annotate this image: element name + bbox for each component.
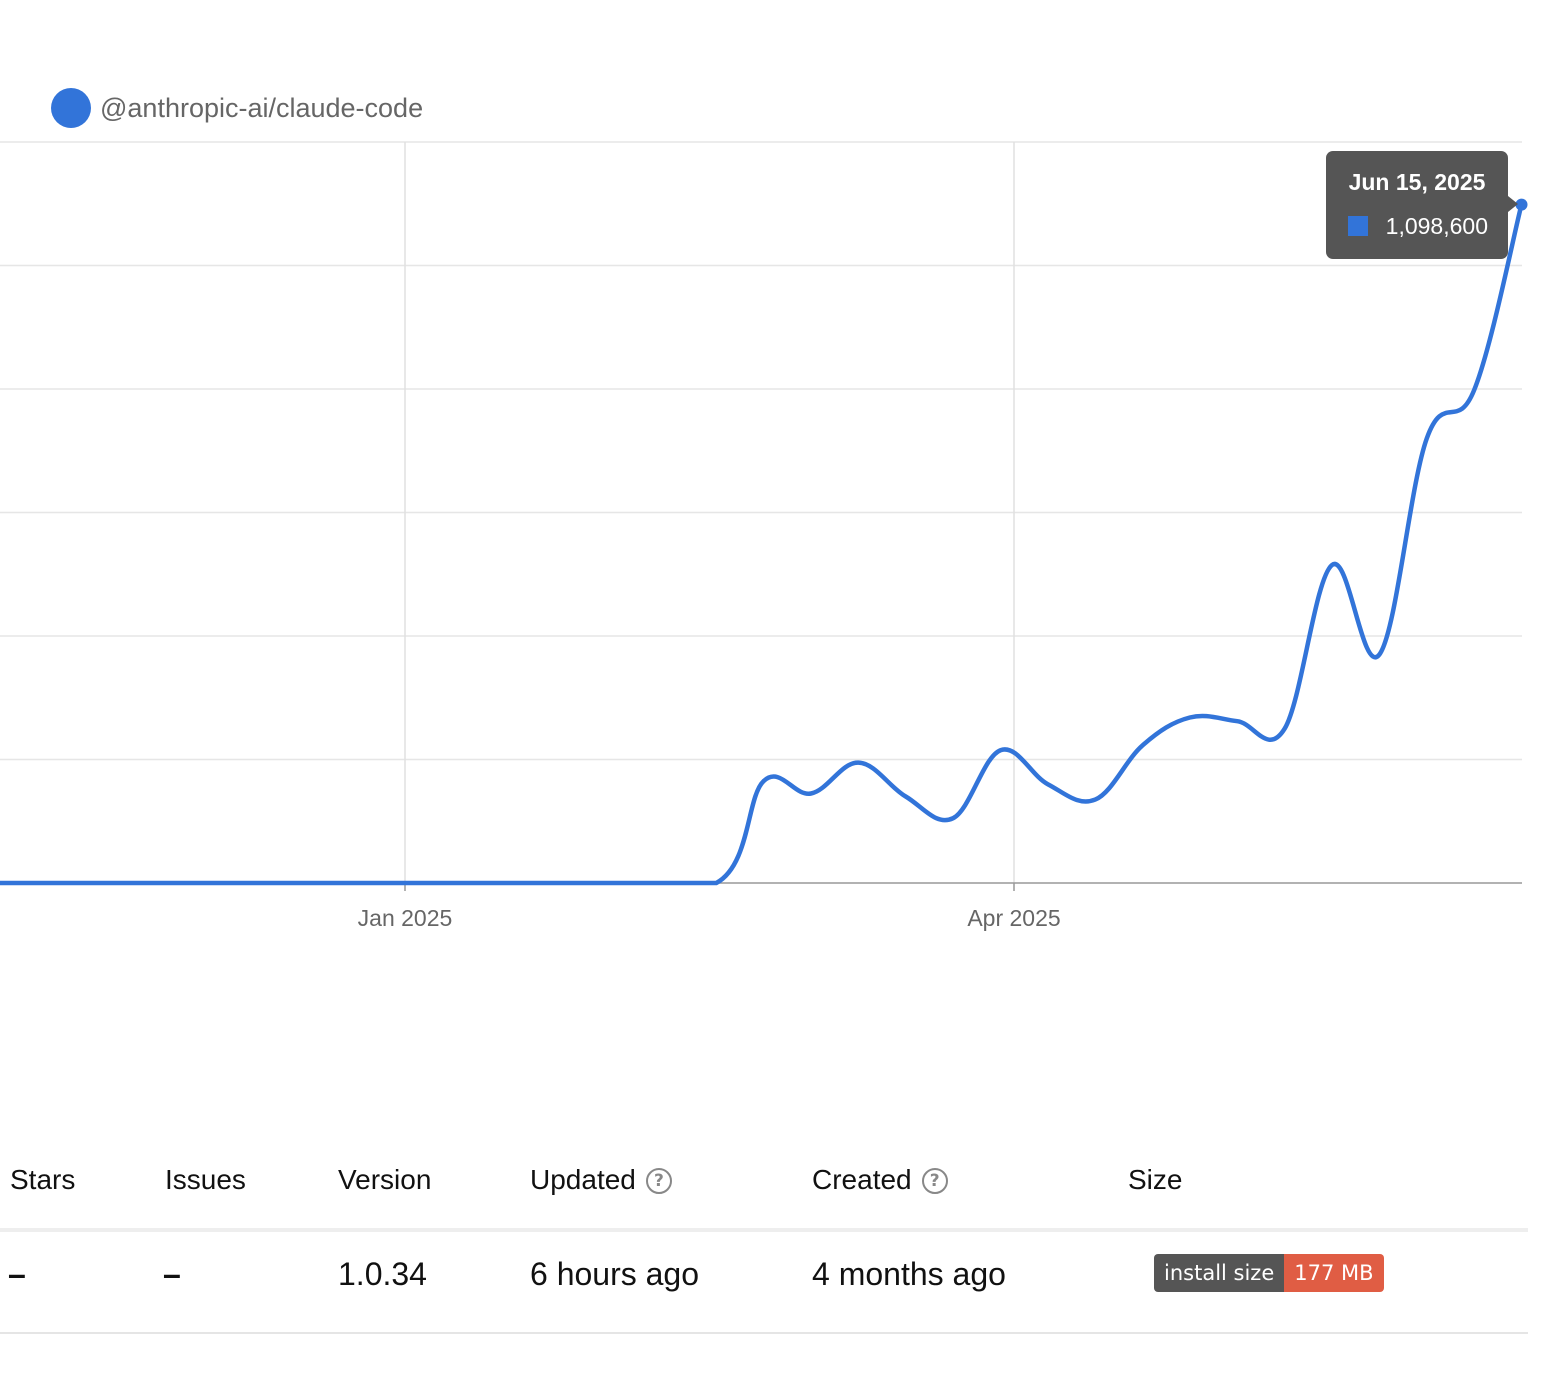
chart-grid — [0, 141, 1522, 883]
x-tick-label: Jan 2025 — [358, 905, 453, 931]
header-stars: Stars — [10, 1164, 76, 1195]
tooltip-date: Jun 15, 2025 — [1349, 169, 1486, 195]
tooltip-value: 1,098,600 — [1386, 213, 1488, 239]
value-stars: – — [8, 1256, 26, 1292]
header-issues: Issues — [165, 1164, 246, 1195]
value-created: 4 months ago — [812, 1256, 1006, 1292]
header-created-label: Created — [812, 1164, 912, 1195]
tooltip-swatch — [1348, 216, 1368, 236]
legend-label: @anthropic-ai/claude-code — [100, 93, 423, 123]
chart-legend[interactable]: @anthropic-ai/claude-code — [51, 88, 423, 128]
downloads-chart: Jan 2025 Apr 2025 @anthropic-ai/claude-co… — [0, 88, 1528, 931]
header-updated-label: Updated — [530, 1164, 636, 1195]
stats-header-row: Stars Issues Version Updated? Created? S… — [0, 1140, 1528, 1232]
header-created: Created? — [812, 1164, 948, 1196]
tooltip-box — [1326, 151, 1508, 259]
stats-value-row: – – 1.0.34 6 hours ago 4 months ago inst… — [0, 1232, 1528, 1334]
header-updated: Updated? — [530, 1164, 672, 1196]
help-icon[interactable]: ? — [645, 1168, 672, 1194]
badge-value: 177 MB — [1284, 1254, 1384, 1292]
legend-swatch — [51, 88, 91, 128]
tooltip-pointer — [1508, 196, 1518, 212]
series-line — [0, 202, 1524, 886]
badge-label: install size — [1154, 1254, 1285, 1292]
help-icon[interactable]: ? — [921, 1168, 948, 1194]
chart-x-axis: Jan 2025 Apr 2025 — [0, 882, 1522, 931]
header-version: Version — [338, 1164, 432, 1195]
highlighted-data-point — [1515, 198, 1528, 211]
x-tick-label: Apr 2025 — [967, 905, 1060, 931]
value-issues: – — [163, 1256, 181, 1292]
install-size-badge[interactable]: install size 177 MB — [1154, 1254, 1384, 1292]
value-version: 1.0.34 — [338, 1256, 427, 1292]
chart-series-layer — [0, 198, 1528, 886]
header-size: Size — [1128, 1164, 1183, 1195]
value-updated: 6 hours ago — [530, 1256, 700, 1292]
package-stats-table: Stars Issues Version Updated? Created? S… — [0, 1140, 1528, 1334]
chart-tooltip: Jun 15, 2025 1,098,600 — [1326, 151, 1518, 259]
